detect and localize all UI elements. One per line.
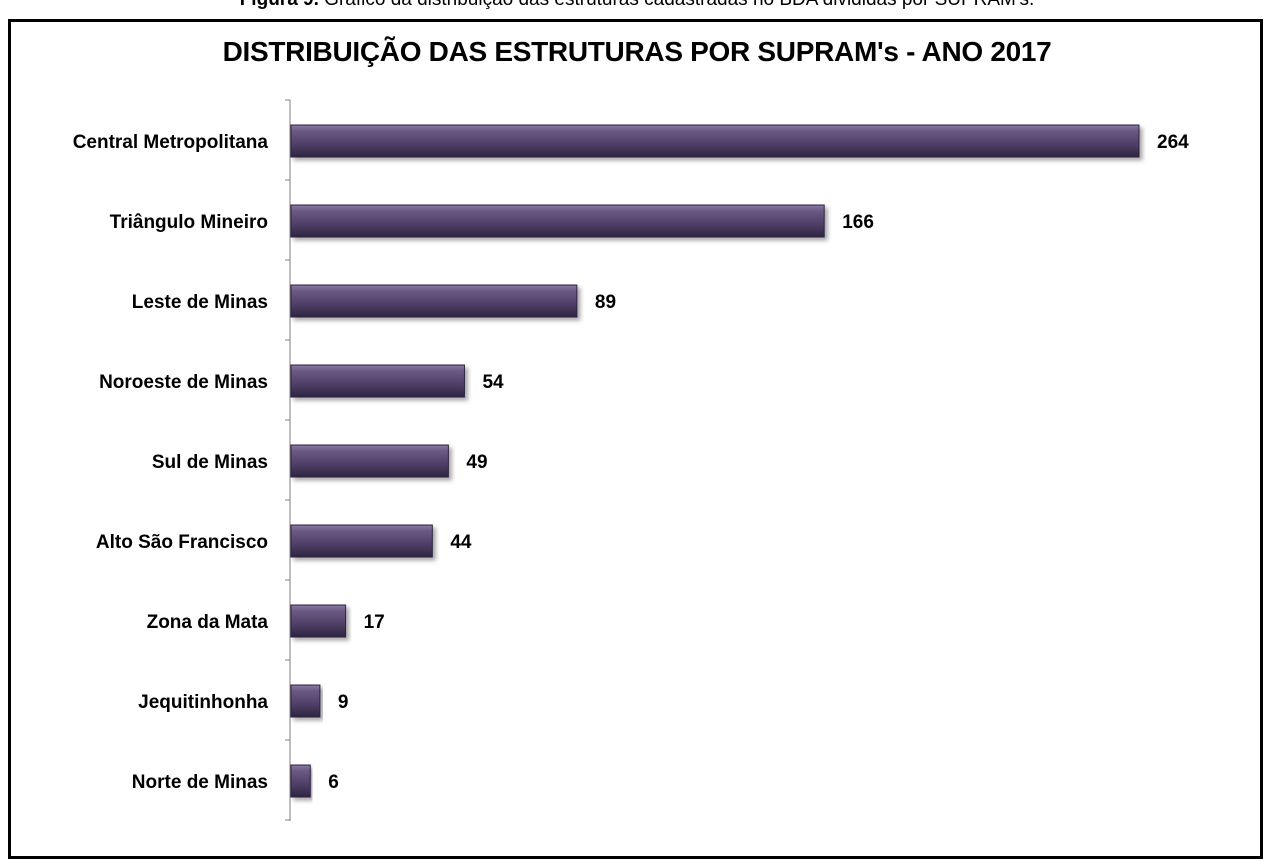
category-label: Zona da Mata bbox=[147, 612, 269, 633]
value-label: 264 bbox=[1157, 132, 1189, 153]
category-label: Sul de Minas bbox=[152, 452, 268, 473]
value-label: 166 bbox=[842, 212, 874, 233]
chart-frame bbox=[8, 19, 1263, 859]
bar bbox=[290, 524, 433, 558]
bar bbox=[290, 444, 449, 478]
figure-caption-prefix: Figura 9. bbox=[240, 0, 319, 10]
bar bbox=[290, 604, 347, 638]
category-label: Central Metropolitana bbox=[73, 132, 269, 153]
bar bbox=[290, 284, 578, 318]
value-label: 9 bbox=[338, 692, 349, 713]
value-label: 49 bbox=[466, 452, 487, 473]
chart-title: DISTRIBUIÇÃO DAS ESTRUTURAS POR SUPRAM's… bbox=[222, 36, 1052, 67]
value-label: 44 bbox=[450, 532, 472, 553]
figure-caption-text: Gráfico da distribuição das estruturas c… bbox=[319, 0, 1034, 10]
bar bbox=[290, 124, 1140, 158]
value-label: 6 bbox=[328, 772, 339, 793]
bar bbox=[290, 204, 825, 238]
category-label: Norte de Minas bbox=[132, 772, 268, 793]
bar bbox=[290, 684, 321, 718]
category-label: Alto São Francisco bbox=[96, 532, 268, 553]
bar bbox=[290, 764, 311, 798]
category-label: Leste de Minas bbox=[132, 292, 268, 313]
value-label: 54 bbox=[482, 372, 504, 393]
value-label: 89 bbox=[595, 292, 616, 313]
category-label: Triângulo Mineiro bbox=[110, 212, 268, 233]
value-label: 17 bbox=[364, 612, 385, 633]
category-label: Noroeste de Minas bbox=[99, 372, 268, 393]
figure-caption: Figura 9. Gráfico da distribuição das es… bbox=[0, 0, 1274, 11]
bar bbox=[290, 364, 465, 398]
category-label: Jequitinhonha bbox=[138, 692, 268, 713]
